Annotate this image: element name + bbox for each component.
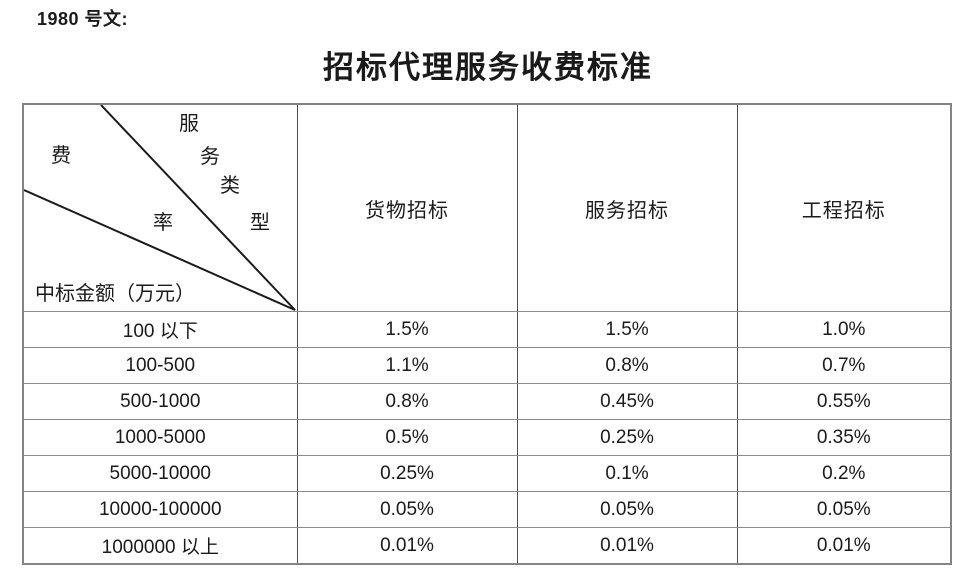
rate-cell: 0.8% xyxy=(516,347,738,384)
rate-cell: 1.1% xyxy=(296,347,518,384)
rate-cell: 0.05% xyxy=(516,491,738,528)
rate-cell: 1.5% xyxy=(516,311,738,348)
amount-cell: 5000-10000 xyxy=(22,455,298,492)
corner-service-type-char: 类 xyxy=(220,175,240,197)
table-row: 100 以下 1.5% 1.5% 1.0% xyxy=(22,311,952,348)
rate-cell: 0.01% xyxy=(296,527,518,565)
table-row: 1000-5000 0.5% 0.25% 0.35% xyxy=(22,419,952,456)
rate-cell: 1.0% xyxy=(736,311,952,348)
amount-cell: 100 以下 xyxy=(22,311,298,348)
table-row: 100-500 1.1% 0.8% 0.7% xyxy=(22,347,952,384)
rate-cell: 1.5% xyxy=(296,311,518,348)
rate-cell: 0.45% xyxy=(516,383,738,420)
table-row: 5000-10000 0.25% 0.1% 0.2% xyxy=(22,455,952,492)
rate-cell: 0.2% xyxy=(736,455,952,492)
rate-cell: 0.01% xyxy=(516,527,738,565)
column-header-engineering: 工程招标 xyxy=(736,103,952,312)
corner-fee-rate-char: 率 xyxy=(153,212,173,234)
rate-cell: 0.35% xyxy=(736,419,952,456)
rate-cell: 0.25% xyxy=(296,455,518,492)
rate-cell: 0.55% xyxy=(736,383,952,420)
table-header-row: 服 务 类 型 费 率 中标金额（万元） 货物招标 服务招标 工程招标 xyxy=(22,103,952,312)
corner-service-type-char: 服 xyxy=(179,113,199,135)
amount-cell: 100-500 xyxy=(22,347,298,384)
column-header-services: 服务招标 xyxy=(516,103,738,312)
rate-cell: 0.1% xyxy=(516,455,738,492)
fee-standard-table: 服 务 类 型 费 率 中标金额（万元） 货物招标 服务招标 工程招标 100 … xyxy=(22,103,952,565)
doc-number-label: 1980 号文: xyxy=(37,9,129,29)
rate-cell: 0.7% xyxy=(736,347,952,384)
amount-cell: 10000-100000 xyxy=(22,491,298,528)
amount-cell: 1000-5000 xyxy=(22,419,298,456)
rate-cell: 0.05% xyxy=(296,491,518,528)
amount-cell: 500-1000 xyxy=(22,383,298,420)
diagonal-divider-lines xyxy=(24,105,296,311)
column-header-goods: 货物招标 xyxy=(296,103,518,312)
page-title: 招标代理服务收费标准 xyxy=(323,50,653,85)
rate-cell: 0.01% xyxy=(736,527,952,565)
corner-service-type-char: 型 xyxy=(250,212,270,234)
table-corner-cell: 服 务 类 型 费 率 中标金额（万元） xyxy=(22,103,298,312)
rate-cell: 0.25% xyxy=(516,419,738,456)
corner-amount-label: 中标金额（万元） xyxy=(35,283,195,305)
table-row: 500-1000 0.8% 0.45% 0.55% xyxy=(22,383,952,420)
corner-fee-rate-char: 费 xyxy=(51,145,71,167)
corner-service-type-char: 务 xyxy=(200,146,220,168)
rate-cell: 0.05% xyxy=(736,491,952,528)
table-row: 10000-100000 0.05% 0.05% 0.05% xyxy=(22,491,952,528)
rate-cell: 0.5% xyxy=(296,419,518,456)
table-row: 1000000 以上 0.01% 0.01% 0.01% xyxy=(22,527,952,565)
rate-cell: 0.8% xyxy=(296,383,518,420)
amount-cell: 1000000 以上 xyxy=(22,527,298,565)
